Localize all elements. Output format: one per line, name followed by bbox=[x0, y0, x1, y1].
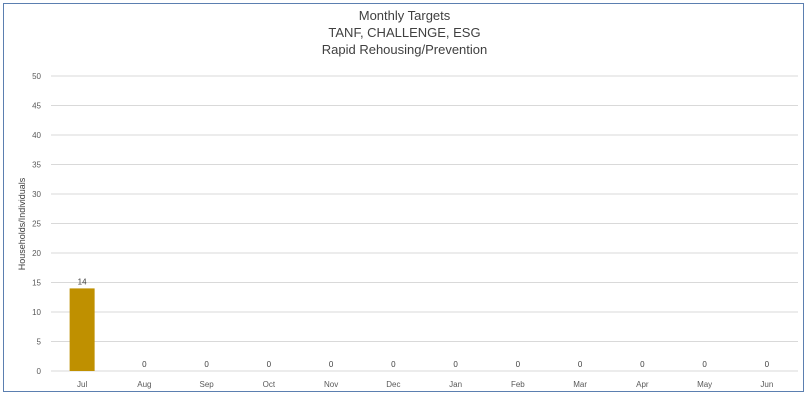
data-label-mar: 0 bbox=[578, 360, 583, 369]
data-label-sep: 0 bbox=[204, 360, 209, 369]
y-tick-label: 5 bbox=[37, 338, 42, 347]
y-tick-label: 30 bbox=[32, 190, 41, 199]
y-tick-label: 45 bbox=[32, 102, 41, 111]
x-tick-label-dec: Dec bbox=[386, 380, 400, 389]
y-tick-label: 0 bbox=[37, 367, 42, 376]
y-tick-label: 35 bbox=[32, 161, 41, 170]
data-label-dec: 0 bbox=[391, 360, 396, 369]
chart-title-line-1: Monthly Targets bbox=[358, 8, 451, 23]
chart-title-line-3: Rapid Rehousing/Prevention bbox=[321, 42, 488, 57]
x-tick-label-sep: Sep bbox=[200, 380, 215, 389]
data-label-oct: 0 bbox=[267, 360, 272, 369]
x-tick-label-apr: Apr bbox=[636, 380, 649, 389]
data-label-jul: 14 bbox=[78, 277, 87, 286]
data-label-may: 0 bbox=[702, 360, 707, 369]
y-axis-label: Households/Individuals bbox=[17, 177, 27, 270]
x-tick-label-mar: Mar bbox=[573, 380, 587, 389]
data-label-feb: 0 bbox=[516, 360, 521, 369]
data-label-jun: 0 bbox=[765, 360, 770, 369]
y-tick-label: 15 bbox=[32, 279, 41, 288]
chart-frame bbox=[3, 3, 804, 392]
y-tick-label: 10 bbox=[32, 308, 41, 317]
data-label-aug: 0 bbox=[142, 360, 147, 369]
x-tick-label-nov: Nov bbox=[324, 380, 338, 389]
chart-title-line-2: TANF, CHALLENGE, ESG bbox=[328, 25, 481, 40]
x-tick-label-feb: Feb bbox=[511, 380, 525, 389]
y-tick-label: 50 bbox=[32, 72, 41, 81]
x-tick-label-jun: Jun bbox=[760, 380, 773, 389]
y-tick-label: 40 bbox=[32, 131, 41, 140]
data-label-jan: 0 bbox=[453, 360, 458, 369]
x-tick-label-jul: Jul bbox=[77, 380, 87, 389]
data-label-nov: 0 bbox=[329, 360, 334, 369]
y-tick-label: 25 bbox=[32, 220, 41, 229]
y-tick-label: 20 bbox=[32, 249, 41, 258]
data-label-apr: 0 bbox=[640, 360, 645, 369]
bar-jul bbox=[69, 288, 95, 371]
x-tick-label-jan: Jan bbox=[449, 380, 462, 389]
x-tick-label-may: May bbox=[697, 380, 712, 389]
x-tick-label-aug: Aug bbox=[137, 380, 151, 389]
x-tick-label-oct: Oct bbox=[263, 380, 276, 389]
